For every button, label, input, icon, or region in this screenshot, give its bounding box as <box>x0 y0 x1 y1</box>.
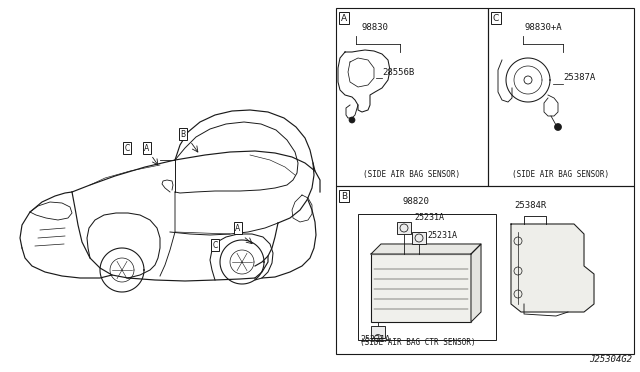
Polygon shape <box>511 224 594 312</box>
Text: (SIDE AIR BAG SENSOR): (SIDE AIR BAG SENSOR) <box>364 170 461 179</box>
Text: 98830: 98830 <box>362 23 388 32</box>
Text: 25387A: 25387A <box>563 73 595 82</box>
Text: A: A <box>145 144 150 153</box>
Text: 25231A: 25231A <box>360 335 390 344</box>
Text: 25231A: 25231A <box>414 213 444 222</box>
Bar <box>488 8 634 186</box>
Polygon shape <box>371 244 481 254</box>
Text: B: B <box>180 129 186 138</box>
Text: C: C <box>493 13 499 22</box>
Text: 98830+A: 98830+A <box>524 23 562 32</box>
Text: B: B <box>341 192 347 201</box>
Bar <box>358 214 496 340</box>
Text: 25231A: 25231A <box>427 231 457 240</box>
Bar <box>336 186 634 354</box>
Text: C: C <box>124 144 130 153</box>
Circle shape <box>554 124 561 131</box>
Bar <box>412 232 426 244</box>
Text: (SIDE AIR BAG SENSOR): (SIDE AIR BAG SENSOR) <box>513 170 609 179</box>
Text: J25304G2: J25304G2 <box>589 355 632 364</box>
Text: (SIDE AIR BAG CTR SENSOR): (SIDE AIR BAG CTR SENSOR) <box>360 337 476 346</box>
Bar <box>371 254 471 322</box>
Text: 25384R: 25384R <box>514 201 547 210</box>
Text: C: C <box>212 241 218 250</box>
Circle shape <box>349 117 355 123</box>
Text: A: A <box>341 13 347 22</box>
Text: A: A <box>236 224 241 232</box>
Bar <box>371 326 385 338</box>
Bar <box>397 222 411 234</box>
Bar <box>336 8 488 186</box>
Text: 98820: 98820 <box>403 197 429 206</box>
Text: 28556B: 28556B <box>382 68 414 77</box>
Polygon shape <box>471 244 481 322</box>
